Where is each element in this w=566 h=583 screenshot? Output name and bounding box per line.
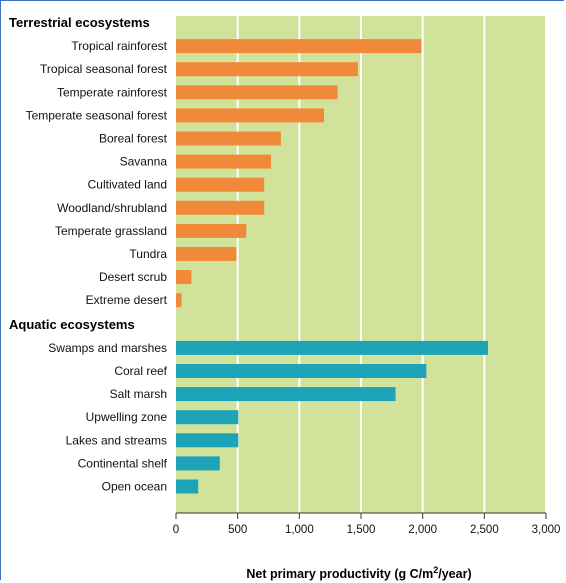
category-label-boreal-forest: Boreal forest <box>99 132 168 146</box>
category-label-temperate-rainforest: Temperate rainforest <box>57 85 168 99</box>
bar-upwelling-zone <box>176 410 239 425</box>
x-tick-label: 3,000 <box>532 524 561 536</box>
category-label-savanna: Savanna <box>120 155 168 169</box>
category-label-tropical-rainforest: Tropical rainforest <box>71 39 167 53</box>
category-label-tropical-seasonal-forest: Tropical seasonal forest <box>40 62 168 76</box>
category-label-open-ocean: Open ocean <box>102 480 167 494</box>
bar-continental-shelf <box>176 456 220 471</box>
category-label-swamps-and-marshes: Swamps and marshes <box>48 341 167 355</box>
x-tick-label: 500 <box>228 524 247 536</box>
category-labels: Terrestrial ecosystems Tropical rainfores… <box>9 15 168 494</box>
bars <box>176 39 489 494</box>
bar-tropical-rainforest <box>176 39 422 54</box>
category-label-upwelling-zone: Upwelling zone <box>86 410 168 424</box>
category-label-coral-reef: Coral reef <box>114 364 167 378</box>
bar-woodland-shrubland <box>176 200 265 215</box>
x-tick-label: 1,000 <box>285 524 314 536</box>
group-heading-terrestrial-ecosystems: Terrestrial ecosystems <box>9 15 150 30</box>
x-axis-label: Net primary productivity (g C/m2/year) <box>246 565 471 581</box>
x-tick-label: 0 <box>173 524 179 536</box>
bar-boreal-forest <box>176 131 281 146</box>
category-label-continental-shelf: Continental shelf <box>78 456 168 470</box>
category-label-woodland-shrubland: Woodland/shrubland <box>57 201 167 215</box>
bar-lakes-and-streams <box>176 433 239 448</box>
bar-temperate-grassland <box>176 223 247 238</box>
bar-temperate-rainforest <box>176 85 338 100</box>
category-label-salt-marsh: Salt marsh <box>110 387 167 401</box>
x-axis: 0 500 1,000 1,500 2,000 2,500 3,000 <box>173 512 561 536</box>
bar-swamps-and-marshes <box>176 340 489 355</box>
category-label-desert-scrub: Desert scrub <box>99 270 167 284</box>
bar-temperate-seasonal-forest <box>176 108 324 123</box>
category-label-cultivated-land: Cultivated land <box>88 178 167 192</box>
bar-coral-reef <box>176 364 427 378</box>
bar-tropical-seasonal-forest <box>176 62 358 77</box>
x-tick-label: 1,500 <box>347 524 376 536</box>
bar-tundra <box>176 247 237 261</box>
bar-savanna <box>176 154 271 169</box>
category-label-lakes-and-streams: Lakes and streams <box>66 433 167 447</box>
x-tick-label: 2,000 <box>408 524 437 536</box>
bar-salt-marsh <box>176 387 396 402</box>
category-label-extreme-desert: Extreme desert <box>86 293 168 307</box>
bar-cultivated-land <box>176 177 265 192</box>
category-label-temperate-grassland: Temperate grassland <box>55 224 167 238</box>
category-label-temperate-seasonal-forest: Temperate seasonal forest <box>26 108 168 122</box>
bar-open-ocean <box>176 479 199 494</box>
category-label-tundra: Tundra <box>129 247 167 261</box>
bar-desert-scrub <box>176 270 192 285</box>
group-heading-aquatic-ecosystems: Aquatic ecosystems <box>9 317 135 332</box>
x-tick-label: 2,500 <box>470 524 499 536</box>
bar-extreme-desert <box>176 293 182 308</box>
